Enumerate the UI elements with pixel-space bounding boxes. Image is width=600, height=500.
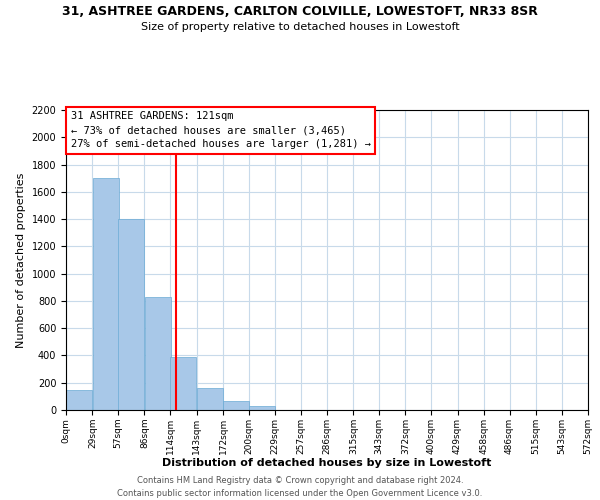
Text: Distribution of detached houses by size in Lowestoft: Distribution of detached houses by size … (163, 458, 491, 468)
Text: Size of property relative to detached houses in Lowestoft: Size of property relative to detached ho… (140, 22, 460, 32)
Bar (170, 357, 196, 410)
Y-axis label: Number of detached properties: Number of detached properties (16, 172, 26, 348)
Bar (197, 388, 223, 410)
Bar (118, 219, 144, 410)
Bar (249, 406, 275, 410)
Bar (145, 297, 170, 410)
Bar (67, 390, 92, 410)
Bar (93, 178, 119, 410)
Text: Contains HM Land Registry data © Crown copyright and database right 2024.
Contai: Contains HM Land Registry data © Crown c… (118, 476, 482, 498)
Bar (223, 401, 249, 410)
Text: 31, ASHTREE GARDENS, CARLTON COLVILLE, LOWESTOFT, NR33 8SR: 31, ASHTREE GARDENS, CARLTON COLVILLE, L… (62, 5, 538, 18)
Text: 31 ASHTREE GARDENS: 121sqm
← 73% of detached houses are smaller (3,465)
27% of s: 31 ASHTREE GARDENS: 121sqm ← 73% of deta… (71, 112, 371, 150)
